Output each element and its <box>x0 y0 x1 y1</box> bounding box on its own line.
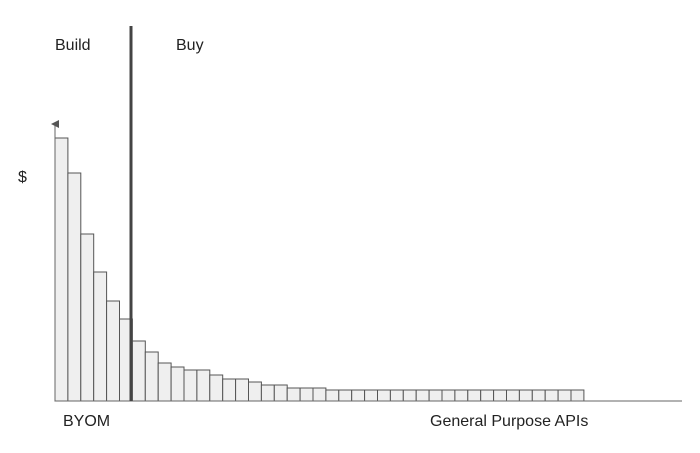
bar <box>325 389 340 402</box>
bar <box>170 366 185 402</box>
bar <box>183 369 198 402</box>
bars <box>54 137 585 402</box>
bar <box>196 369 211 402</box>
bar <box>248 381 262 402</box>
bar <box>93 271 108 402</box>
bar <box>544 389 559 402</box>
bar <box>467 389 482 402</box>
bar <box>389 389 404 402</box>
bar <box>312 387 327 402</box>
bar <box>67 172 82 402</box>
build-label: Build <box>55 37 91 54</box>
bar <box>209 374 224 402</box>
bar <box>518 389 533 402</box>
bar <box>222 378 237 402</box>
bar <box>235 378 250 402</box>
bar <box>377 389 391 402</box>
bar <box>493 389 508 402</box>
bar <box>441 389 456 402</box>
bar <box>454 389 469 402</box>
bar <box>273 384 288 402</box>
bar <box>299 387 314 402</box>
bar <box>531 389 546 402</box>
bar <box>286 387 301 402</box>
bar <box>80 233 95 402</box>
bar <box>428 389 443 402</box>
bar <box>54 137 69 402</box>
bar <box>338 389 353 402</box>
bar <box>570 389 585 402</box>
bar <box>144 351 159 402</box>
bar <box>260 384 275 402</box>
y-axis-label: $ <box>18 169 27 186</box>
buy-label: Buy <box>176 37 204 54</box>
bar <box>506 389 520 402</box>
bar <box>157 362 172 402</box>
bar <box>131 340 146 402</box>
bar <box>106 300 120 402</box>
bar <box>402 389 417 402</box>
bar <box>480 389 495 402</box>
byom-label: BYOM <box>63 413 110 430</box>
bar <box>415 389 430 402</box>
bar <box>351 389 366 402</box>
bar <box>557 389 572 402</box>
apis-label: General Purpose APIs <box>430 413 588 430</box>
bar <box>364 389 379 402</box>
